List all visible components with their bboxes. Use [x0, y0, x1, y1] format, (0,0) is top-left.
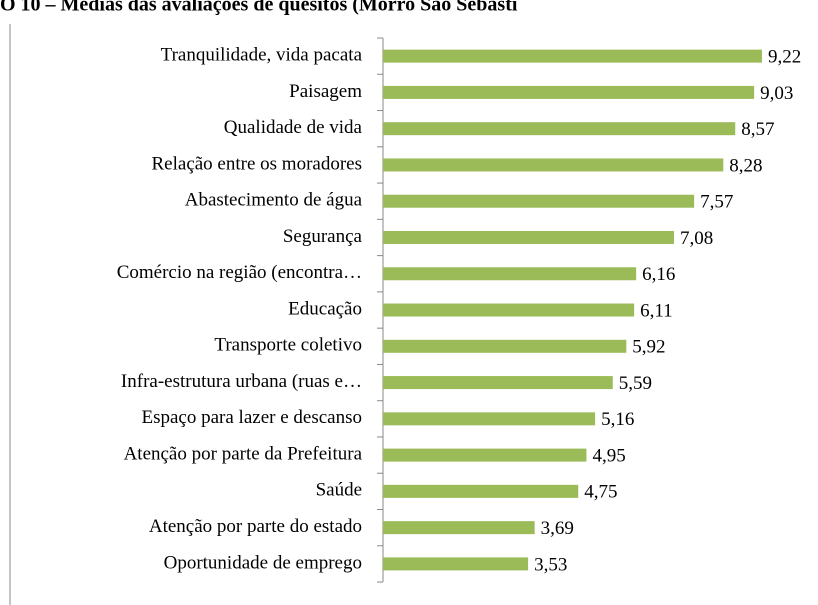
category-label: Saúde	[316, 480, 362, 501]
value-label: 9,03	[760, 83, 793, 104]
category-label: Abastecimento de água	[185, 190, 363, 211]
value-label: 8,57	[741, 119, 774, 140]
chart-title: O 10 – Médias das avaliações de quesitos…	[0, 0, 518, 16]
value-label: 9,22	[768, 46, 801, 67]
value-label: 4,95	[592, 445, 625, 466]
bar	[383, 448, 587, 462]
value-label: 5,59	[619, 373, 652, 394]
value-label: 7,57	[700, 192, 733, 213]
category-label: Espaço para lazer e descanso	[142, 407, 363, 428]
category-label: Segurança	[283, 226, 363, 247]
bar	[383, 412, 596, 426]
category-label: Qualidade de vida	[224, 117, 363, 138]
category-label: Oportunidade de emprego	[164, 552, 362, 573]
category-label: Educação	[288, 298, 362, 319]
category-label: Paisagem	[289, 81, 362, 102]
category-label: Infra-estrutura urbana (ruas e…	[121, 371, 362, 392]
category-label: Relação entre os moradores	[152, 153, 363, 174]
bar	[383, 484, 579, 498]
bar	[383, 376, 613, 390]
bar	[383, 303, 635, 317]
category-label: Atenção por parte da Prefeitura	[124, 443, 363, 464]
value-label: 7,08	[680, 228, 713, 249]
value-label: 8,28	[729, 155, 762, 176]
bar	[383, 194, 695, 208]
value-label: 6,16	[642, 264, 675, 285]
category-label: Comércio na região (encontra…	[117, 262, 362, 283]
category-label: Atenção por parte do estado	[149, 516, 362, 537]
bar	[383, 339, 627, 353]
bar	[383, 557, 529, 571]
category-label: Tranquilidade, vida pacata	[161, 44, 363, 65]
value-label: 5,16	[601, 409, 634, 430]
value-label: 3,69	[541, 518, 574, 539]
value-label: 6,11	[640, 300, 673, 321]
bar	[383, 122, 736, 136]
bar	[383, 230, 674, 244]
bar	[383, 521, 535, 535]
bar	[383, 267, 637, 281]
category-label: Transporte coletivo	[214, 335, 362, 356]
bar	[383, 49, 762, 63]
value-label: 3,53	[534, 554, 567, 575]
bar	[383, 85, 755, 99]
bar	[383, 158, 724, 172]
value-label: 4,75	[584, 482, 617, 503]
value-label: 5,92	[632, 337, 665, 358]
